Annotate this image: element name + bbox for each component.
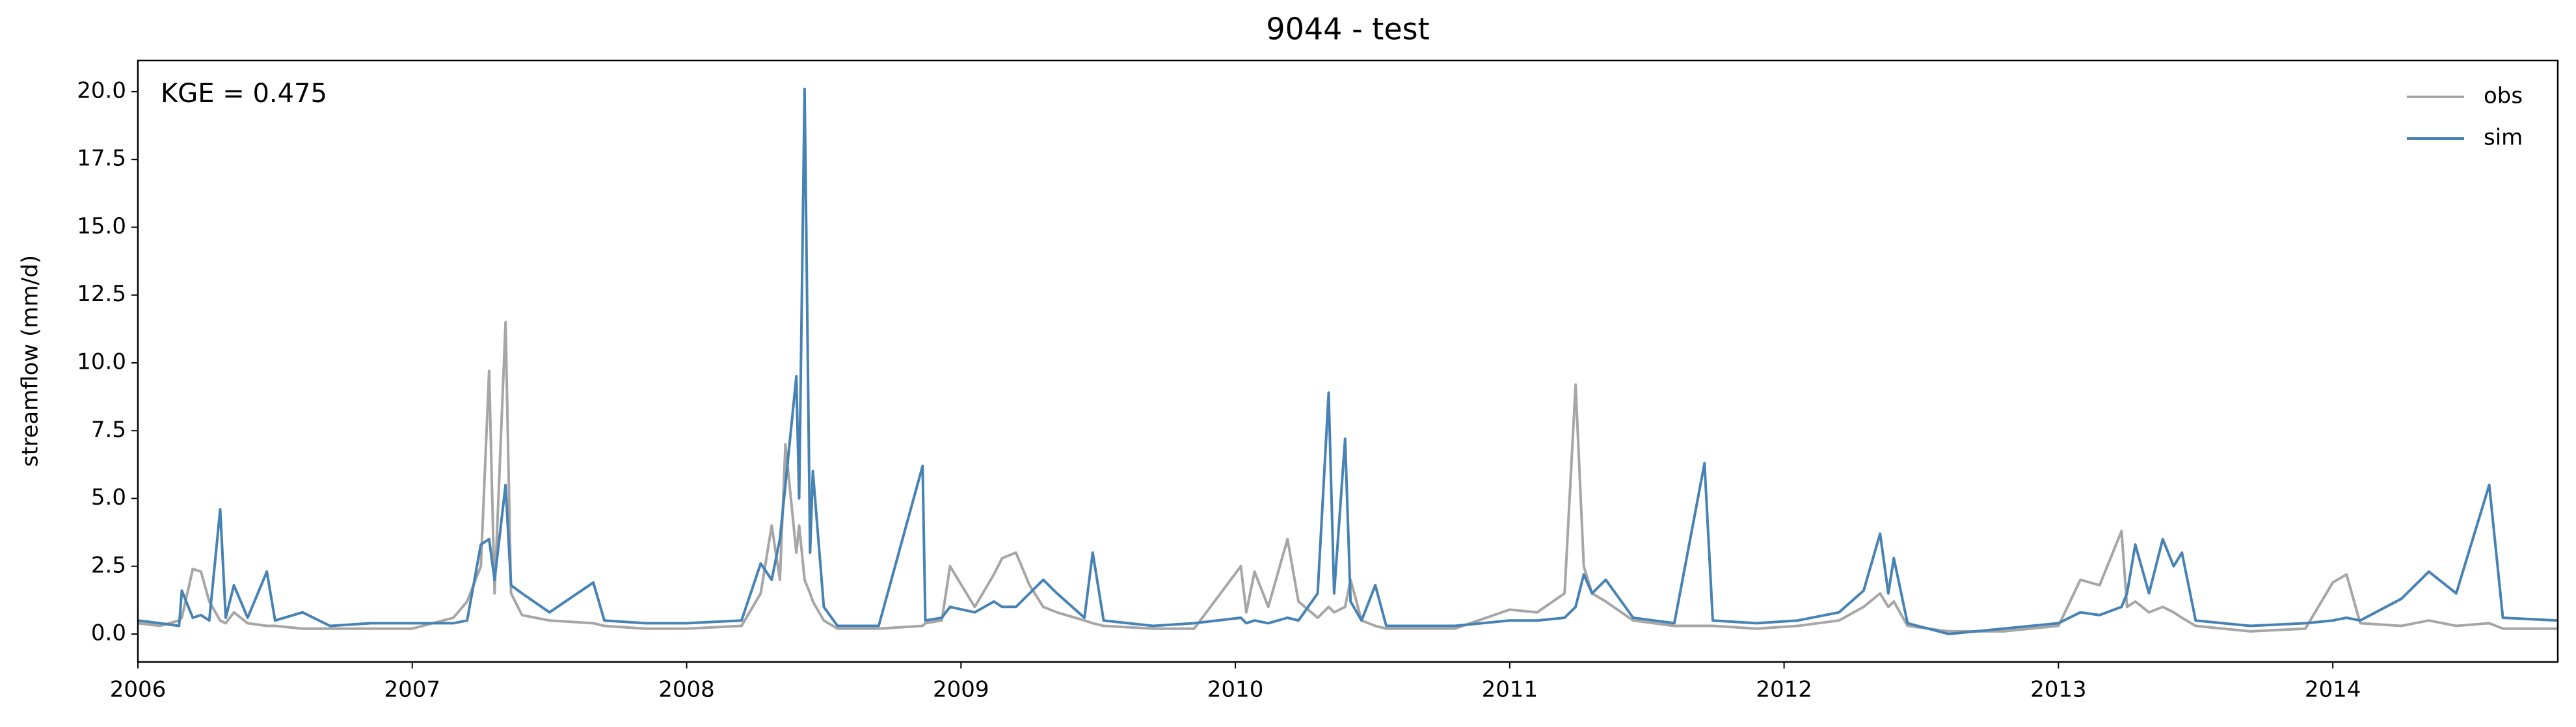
x-tick-label: 2007	[384, 677, 441, 703]
y-tick-label: 17.5	[77, 146, 126, 172]
y-tick-label: 15.0	[77, 213, 126, 239]
series-line	[137, 321, 2558, 633]
y-tick-label: 7.5	[91, 417, 126, 443]
y-tick-label: 0.0	[91, 620, 126, 646]
x-tick-label: 2013	[2030, 677, 2087, 703]
x-tick-label: 2010	[1207, 677, 1264, 703]
y-tick-label: 2.5	[91, 552, 126, 578]
legend-label: obs	[2484, 83, 2523, 109]
y-tick-label: 5.0	[91, 484, 126, 510]
x-tick-label: 2006	[110, 677, 167, 703]
x-tick-label: 2011	[1482, 677, 1538, 703]
annotation: KGE = 0.475	[161, 79, 327, 109]
x-tick-label: 2014	[2305, 677, 2361, 703]
y-tick-label: 20.0	[77, 77, 126, 103]
series-line	[137, 87, 2558, 635]
x-tick-label: 2012	[1756, 677, 1812, 703]
x-tick-label: 2008	[658, 677, 715, 703]
legend-label: sim	[2484, 125, 2523, 151]
chart-title: 9044 - test	[1266, 12, 1429, 47]
x-tick-label: 2009	[933, 677, 989, 703]
y-tick-label: 10.0	[77, 349, 126, 375]
y-tick-label: 12.5	[77, 281, 126, 307]
y-axis-label: streamflow (mm/d)	[18, 255, 44, 467]
plot-frame	[137, 59, 2559, 663]
